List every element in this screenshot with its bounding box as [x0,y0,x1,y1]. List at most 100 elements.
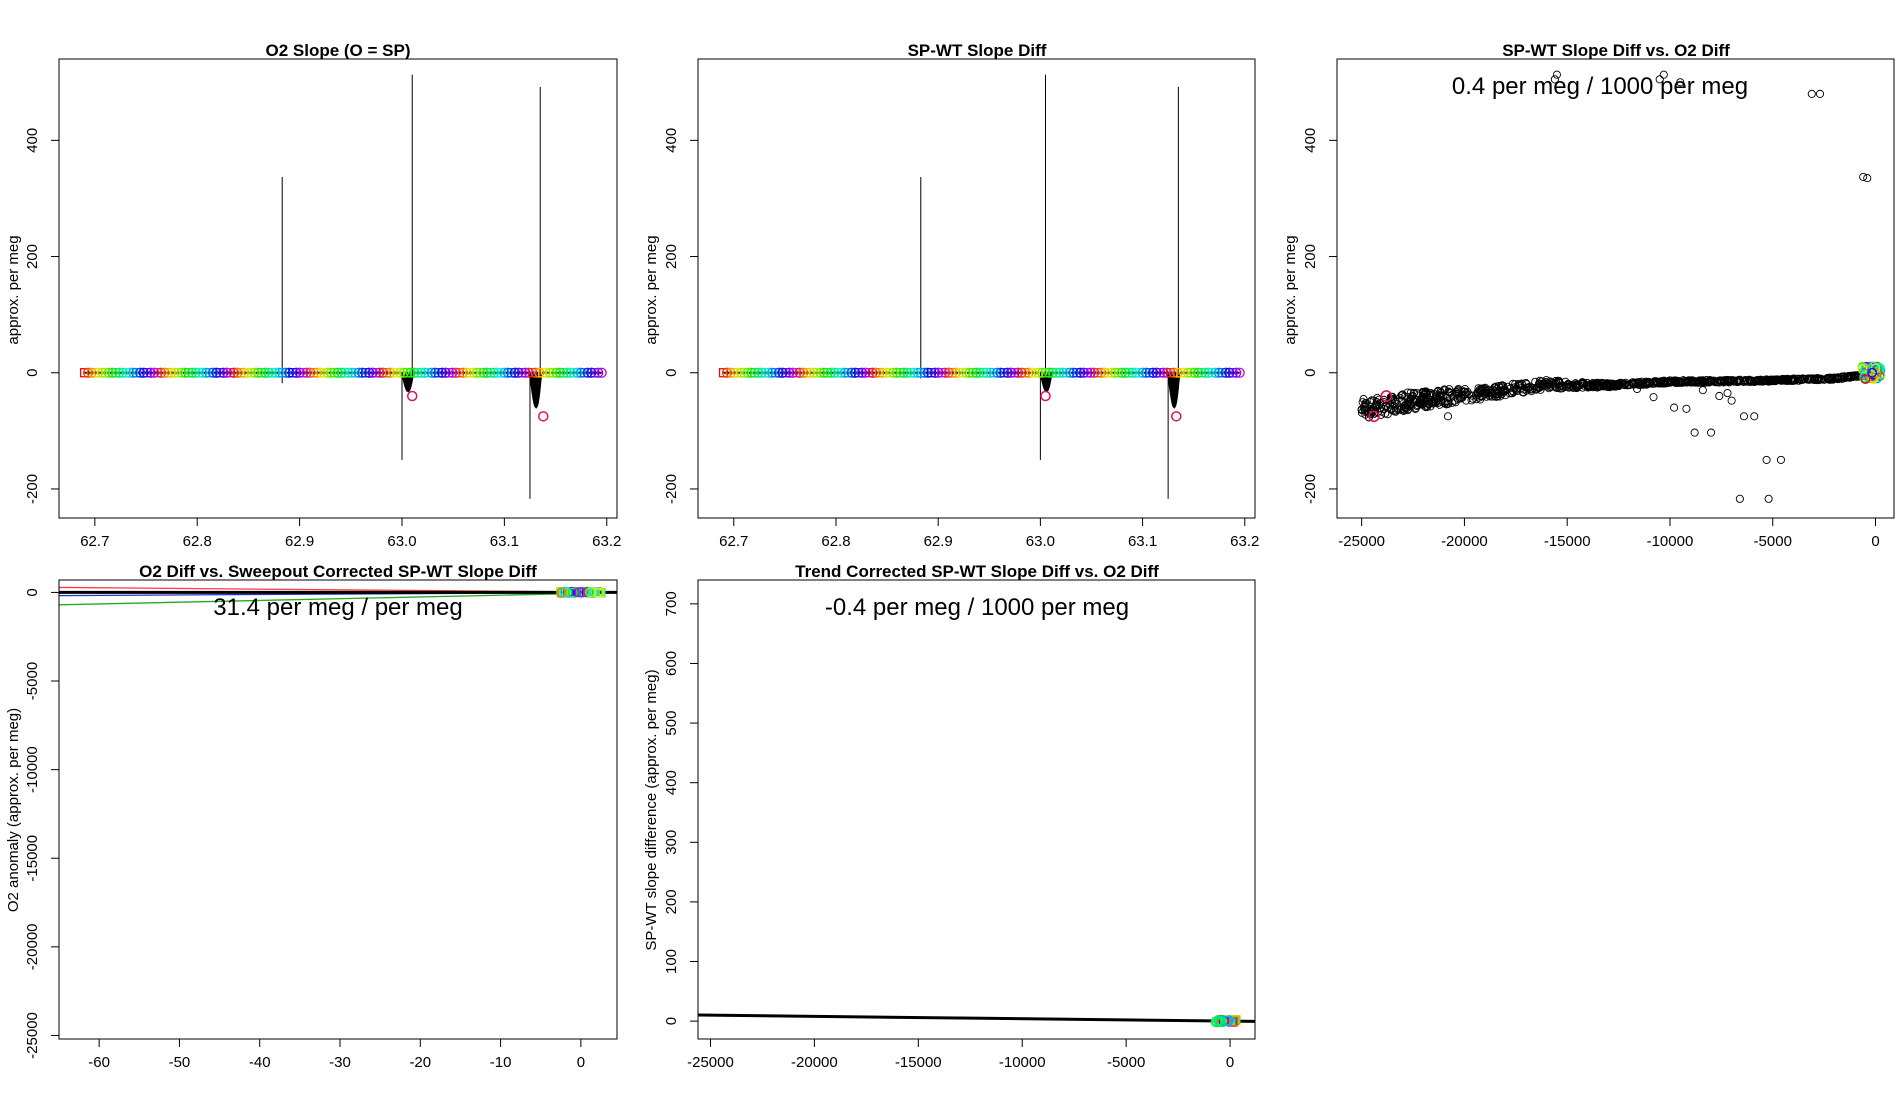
data-point [1411,395,1420,404]
x-tick-label: 62.7 [80,533,109,550]
data-point [361,368,371,378]
data-point [530,367,541,378]
x-tick-label: -5000 [1107,1054,1145,1071]
data-point [1666,378,1675,387]
data-point [1783,376,1792,385]
data-point [1403,403,1412,412]
x-tick-label: 62.7 [719,533,748,550]
data-point [131,368,142,378]
panel-sp-wt-slope-diff: SP-WT Slope Diff approx. per meg 62.7 62.… [643,41,1259,550]
data-point [937,368,947,378]
data-point [1652,377,1661,386]
data-point [374,367,385,378]
y-tick-label: -200 [24,474,41,504]
x-tick-label: -10000 [1647,533,1694,550]
y-axis-label: O2 anomaly (approx. per meg) [5,708,22,912]
data-point [561,367,573,378]
dip-trace [528,371,543,409]
data-point [825,367,837,378]
data-point [895,368,905,378]
data-point [908,367,920,378]
data-point [1072,368,1082,378]
data-point [436,367,448,378]
data-point [569,368,579,378]
data-point [960,367,972,378]
data-point [1231,367,1242,378]
data-point [465,368,475,378]
data-point [1418,387,1427,396]
data-point [1590,382,1599,391]
data-point [1814,376,1823,385]
data-point [732,367,743,378]
outlier-point [1707,428,1716,437]
data-point [1210,367,1221,378]
outlier-point [1750,412,1759,421]
x-tick-label: -25000 [1338,533,1385,550]
data-point [1435,400,1444,409]
data-point [1064,367,1076,378]
data-point [1179,367,1190,378]
y-tick-label: 400 [663,128,680,153]
data-point [100,368,111,378]
plot-frame [58,579,618,1040]
outlier-point [1727,396,1736,405]
slope-annotation: -0.4 per meg / 1000 per meg [825,594,1129,621]
highlighted-point [1368,410,1380,423]
data-point [968,368,978,378]
data-point [729,368,739,378]
data-point [739,368,749,378]
data-point [259,367,271,378]
data-point [1075,367,1086,378]
data-point [1054,367,1065,378]
data-point [520,367,531,378]
data-point [551,367,562,378]
data-point [1158,367,1169,378]
panel-o2-slope: O2 Slope (O = SP) approx. per meg 62.7 62… [5,41,621,550]
data-point [1116,367,1128,378]
data-point [371,368,381,378]
plot-frame [697,58,1256,519]
data-point [1093,368,1103,378]
data-point [1207,368,1217,378]
outlier-point [1859,172,1868,181]
data-point [1165,368,1176,378]
data-point [1686,377,1695,386]
data-point [833,368,843,378]
y-tick-label: 0 [24,369,41,377]
data-point [753,367,764,378]
outlier-point [1863,174,1872,183]
data-point [1473,388,1482,397]
data-point [916,368,926,378]
data-point [194,368,204,378]
outlier-point [1762,455,1771,464]
outlier-point [1815,89,1825,98]
data-point [885,368,895,378]
data-point [152,368,163,378]
cluster-point [1859,368,1870,379]
data-point [1828,375,1838,384]
cluster-point [556,587,567,599]
data-point [718,368,729,378]
outlier-point [1443,412,1453,421]
highlighted-point [406,390,418,402]
data-point [1012,367,1024,378]
y-tick-label: 0 [1302,369,1319,377]
y-tick-label: -200 [1302,474,1319,504]
outlier-point [1776,455,1786,464]
data-point [311,367,323,378]
data-point [1357,408,1366,417]
y-tick-label: -25000 [24,1012,41,1059]
data-point [1522,383,1531,392]
data-point [1716,376,1725,386]
data-point [794,367,805,378]
data-point [791,368,801,378]
data-point [1787,376,1796,385]
data-point [1412,389,1421,398]
data-point [1784,376,1793,385]
data-point [301,367,312,378]
data-point [288,368,298,378]
data-point [1030,368,1040,378]
data-point [1773,375,1782,384]
x-tick-label: -20000 [791,1054,838,1071]
data-point [488,367,500,378]
